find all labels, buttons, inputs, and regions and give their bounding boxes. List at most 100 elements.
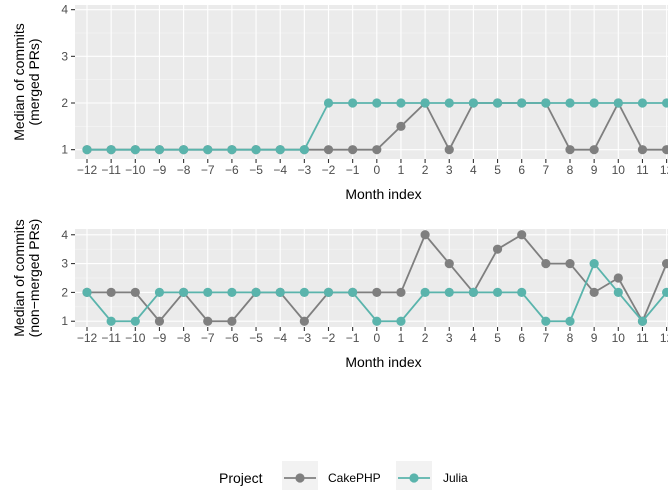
data-point-cakephp [444, 258, 454, 269]
x-tick-label: −7 [201, 331, 215, 345]
x-tick-label: −9 [153, 331, 167, 345]
x-tick-label: −9 [153, 163, 167, 177]
data-point-julia [372, 98, 382, 108]
x-tick-label: −4 [273, 163, 287, 177]
data-point-julia [613, 98, 623, 108]
legend-key-point [409, 473, 419, 483]
data-point-julia [396, 98, 406, 108]
x-tick-label: 7 [543, 331, 550, 345]
data-point-julia [662, 98, 668, 108]
x-tick-label: −11 [101, 331, 121, 345]
x-tick-label: −4 [273, 331, 287, 345]
x-tick-label: 12 [660, 163, 668, 177]
x-axis-title: Month index [345, 186, 421, 202]
data-point-cakephp [323, 145, 334, 155]
x-tick-label: 9 [591, 163, 598, 177]
x-tick-label: 10 [612, 331, 626, 345]
x-tick-label: −12 [77, 163, 98, 177]
data-point-julia [541, 98, 551, 108]
data-point-julia [468, 98, 478, 108]
y-tick-label: 4 [61, 3, 68, 17]
x-tick-label: 2 [422, 163, 429, 177]
x-tick-label: −2 [322, 331, 336, 345]
data-point-julia [444, 98, 454, 108]
data-point-cakephp [227, 316, 237, 326]
data-point-julia [420, 98, 430, 108]
x-tick-label: 4 [470, 331, 477, 345]
x-tick-label: 11 [636, 331, 649, 345]
y-tick-label: 2 [61, 285, 68, 299]
data-point-julia [565, 98, 575, 108]
legend-entry-julia: Julia [396, 461, 468, 490]
x-tick-label: −10 [125, 331, 146, 345]
data-point-julia [82, 287, 92, 298]
data-point-julia [517, 98, 527, 108]
x-tick-label: −1 [346, 163, 360, 177]
data-point-julia [82, 145, 92, 155]
data-point-julia [106, 145, 116, 155]
data-point-julia [396, 316, 406, 326]
data-point-julia [130, 145, 140, 155]
data-point-julia [468, 287, 478, 298]
x-tick-label: 0 [373, 331, 380, 345]
x-tick-label: 1 [398, 163, 405, 177]
x-tick-label: 6 [518, 163, 525, 177]
data-point-cakephp [589, 145, 599, 155]
data-point-julia [589, 98, 599, 108]
data-point-cakephp [589, 287, 599, 298]
data-point-julia [372, 316, 382, 326]
y-axis-title-line: Median of commits [11, 219, 27, 336]
data-point-julia [589, 258, 599, 269]
data-point-julia [541, 316, 551, 326]
data-point-cakephp [299, 316, 309, 326]
data-point-julia [203, 145, 213, 155]
data-point-julia [613, 287, 623, 298]
x-tick-label: 3 [446, 163, 453, 177]
x-tick-label: 0 [373, 163, 380, 177]
data-point-cakephp [372, 287, 382, 298]
data-point-cakephp [396, 121, 406, 131]
x-tick-label: 5 [494, 331, 501, 345]
y-tick-label: 3 [61, 257, 68, 271]
legend-label: CakePHP [328, 471, 381, 485]
data-point-cakephp [444, 145, 454, 155]
x-tick-label: 1 [398, 331, 405, 345]
y-axis-title-line: Median of commits [11, 23, 27, 140]
data-point-julia [323, 98, 334, 108]
y-axis-title-line: (non−merged PRs) [26, 219, 42, 338]
plot-background [75, 5, 668, 159]
x-tick-label: −6 [225, 163, 239, 177]
data-point-julia [227, 287, 237, 298]
data-point-julia [517, 287, 527, 298]
data-point-cakephp [492, 244, 503, 254]
data-point-cakephp [517, 230, 527, 240]
x-tick-label: −2 [322, 163, 336, 177]
x-tick-label: 12 [660, 331, 668, 345]
data-point-cakephp [106, 287, 116, 298]
x-tick-label: −5 [249, 331, 263, 345]
x-axis-title: Month index [345, 354, 421, 370]
legend-title: Project [219, 470, 263, 486]
data-point-julia [251, 287, 261, 298]
x-tick-label: 7 [543, 163, 550, 177]
x-tick-label: −11 [101, 163, 121, 177]
legend: Project CakePHP Julia [219, 461, 468, 490]
x-tick-label: 6 [518, 331, 525, 345]
x-tick-label: −12 [77, 331, 98, 345]
data-point-julia [348, 287, 358, 298]
data-point-cakephp [154, 316, 165, 326]
data-point-cakephp [420, 230, 430, 240]
series-julia [82, 98, 668, 155]
data-point-julia [275, 287, 285, 298]
data-point-julia [227, 145, 237, 155]
data-point-cakephp [348, 145, 358, 155]
y-tick-label: 2 [61, 96, 68, 110]
data-point-julia [420, 287, 430, 298]
data-point-cakephp [662, 145, 668, 155]
data-point-julia [154, 145, 165, 155]
x-tick-label: 11 [636, 163, 649, 177]
data-point-julia [179, 287, 189, 298]
